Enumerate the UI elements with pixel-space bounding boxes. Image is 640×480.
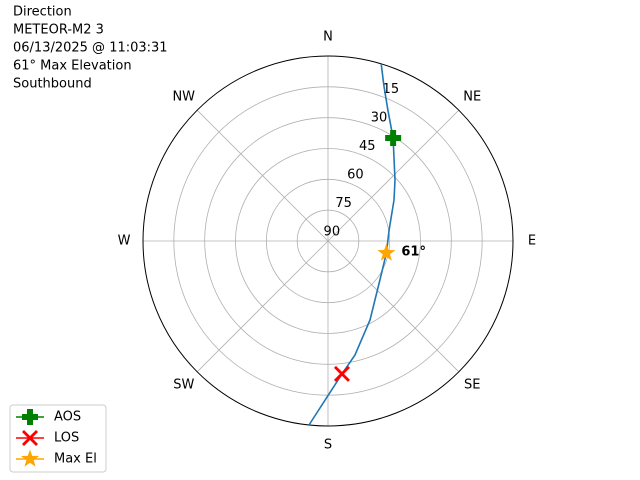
angle-label: S [324, 438, 332, 453]
legend-box [9, 404, 107, 473]
title-line: METEOR-M2 3 [13, 23, 104, 38]
grid-spoke [327, 240, 460, 373]
r-tick-label: 45 [359, 139, 376, 154]
grid-spoke [327, 109, 460, 242]
legend-marker [20, 449, 40, 467]
r-tick-label: 15 [383, 82, 400, 97]
angle-label: SW [173, 378, 194, 393]
marker-plus [385, 129, 402, 146]
legend-marker [22, 430, 38, 446]
title-line: 61° Max Elevation [13, 59, 132, 74]
value-label: 61° [401, 245, 426, 260]
legend-label: Max El [54, 452, 97, 467]
angle-label: SE [464, 378, 480, 393]
angle-label: W [118, 234, 131, 249]
grid-spoke [196, 240, 329, 373]
angle-label: E [528, 234, 536, 249]
legend-marker [22, 409, 38, 425]
track-line [308, 63, 396, 426]
marker-x [333, 365, 350, 382]
title-line: Direction [13, 5, 72, 20]
r-tick-label: 30 [371, 110, 388, 125]
r-tick-label: 75 [335, 196, 352, 211]
r-tick-label: 60 [347, 167, 364, 182]
legend-label: AOS [54, 410, 81, 425]
angle-label: NW [172, 89, 195, 104]
outer-frame [142, 55, 514, 427]
grid-spoke [196, 109, 329, 242]
r-tick-label: 90 [324, 224, 341, 239]
marker-star [377, 243, 396, 261]
angle-label: NE [463, 89, 481, 104]
title-line: Southbound [13, 77, 92, 92]
legend-label: LOS [54, 431, 79, 446]
title-line: 06/13/2025 @ 11:03:31 [13, 41, 168, 56]
angle-label: N [323, 30, 333, 45]
